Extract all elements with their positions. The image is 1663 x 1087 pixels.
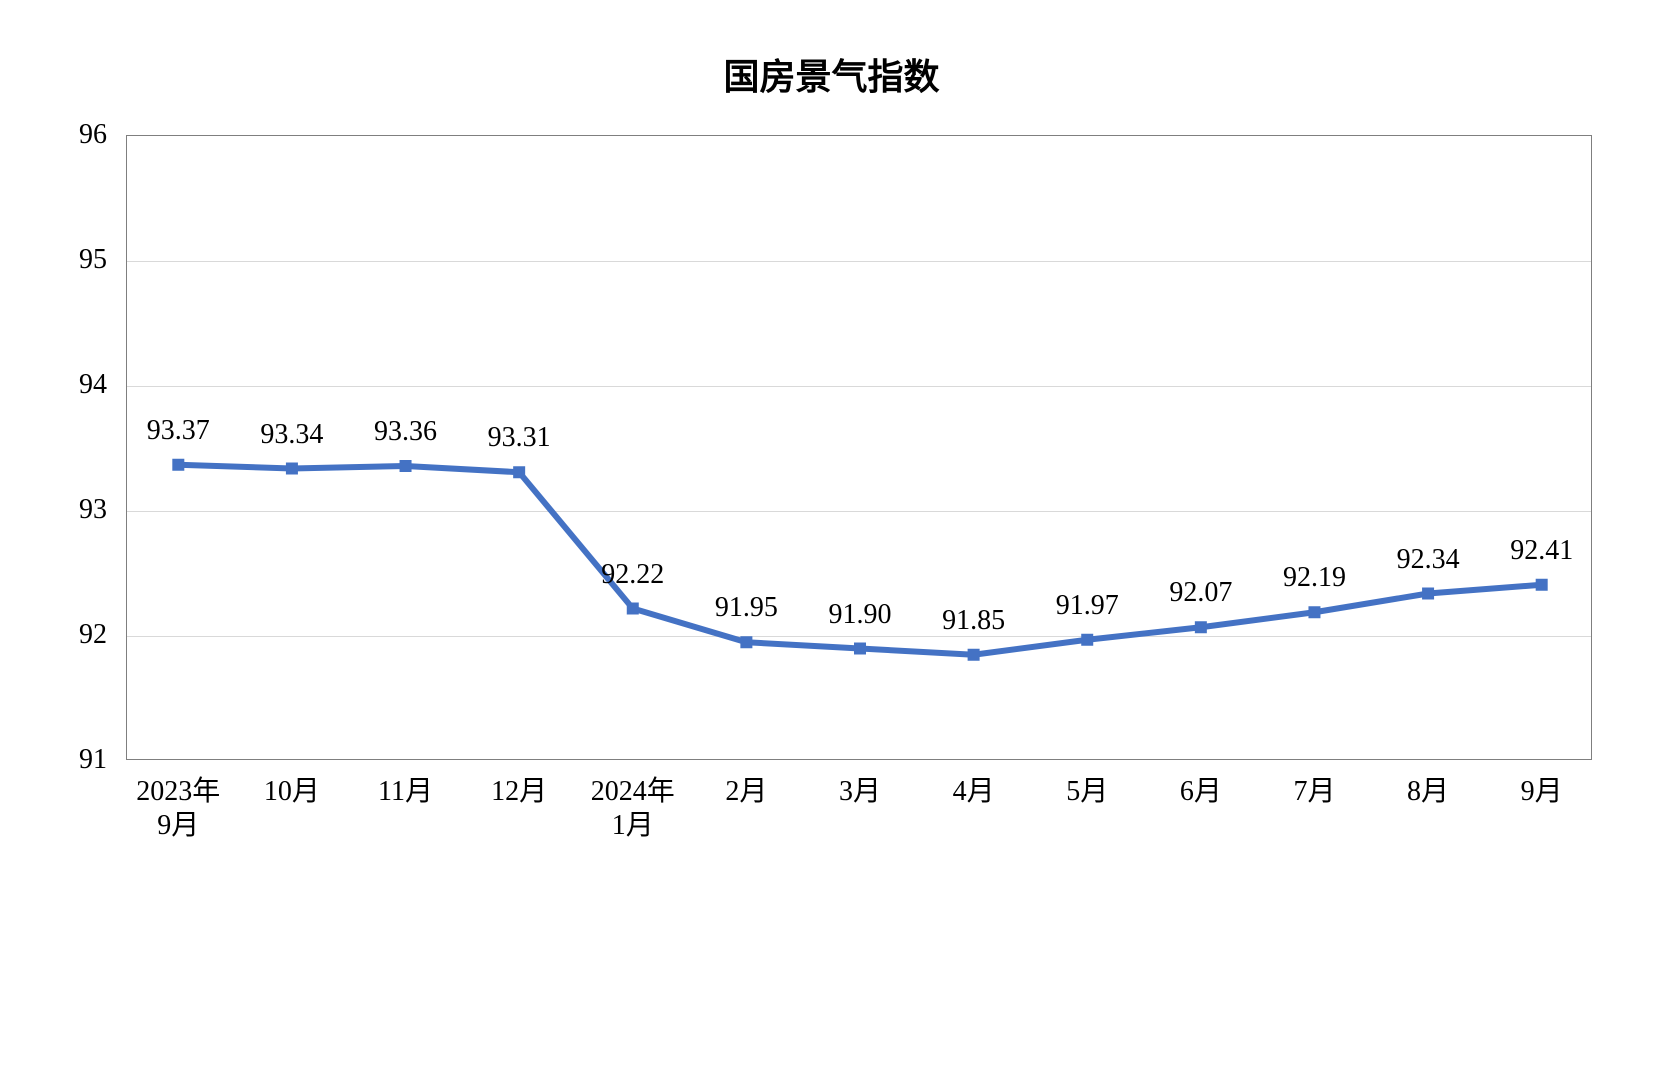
data-label: 92.41 (1510, 535, 1573, 567)
data-marker (855, 643, 866, 654)
data-marker (514, 467, 525, 478)
y-tick-label: 95 (27, 244, 107, 276)
data-marker (400, 461, 411, 472)
data-label: 92.19 (1283, 562, 1346, 594)
data-marker (627, 603, 638, 614)
data-marker (1195, 622, 1206, 633)
data-marker (968, 649, 979, 660)
data-label: 91.90 (829, 599, 892, 631)
line-chart-svg (127, 136, 1593, 761)
data-label: 93.34 (260, 419, 323, 451)
data-marker (1536, 579, 1547, 590)
data-marker (1082, 634, 1093, 645)
data-label: 92.22 (601, 559, 664, 591)
data-label: 91.95 (715, 592, 778, 624)
y-tick-label: 92 (27, 619, 107, 651)
data-label: 93.37 (147, 415, 210, 447)
data-marker (1423, 588, 1434, 599)
data-marker (173, 459, 184, 470)
x-tick-label: 9月 (1467, 775, 1617, 809)
data-label: 93.36 (374, 416, 437, 448)
y-tick-label: 91 (27, 744, 107, 776)
y-tick-label: 93 (27, 494, 107, 526)
data-label: 91.97 (1056, 590, 1119, 622)
data-marker (741, 637, 752, 648)
data-label: 91.85 (942, 605, 1005, 637)
data-marker (1309, 607, 1320, 618)
data-label: 92.07 (1169, 577, 1232, 609)
chart-container: 国房景气指数 9192939495962023年 9月10月11月12月2024… (0, 0, 1663, 1087)
chart-title: 国房景气指数 (0, 48, 1663, 100)
data-marker (286, 463, 297, 474)
data-label: 93.31 (488, 422, 551, 454)
y-tick-label: 96 (27, 119, 107, 151)
y-tick-label: 94 (27, 369, 107, 401)
plot-area: 9192939495962023年 9月10月11月12月2024年 1月2月3… (126, 135, 1592, 760)
data-label: 92.34 (1397, 544, 1460, 576)
